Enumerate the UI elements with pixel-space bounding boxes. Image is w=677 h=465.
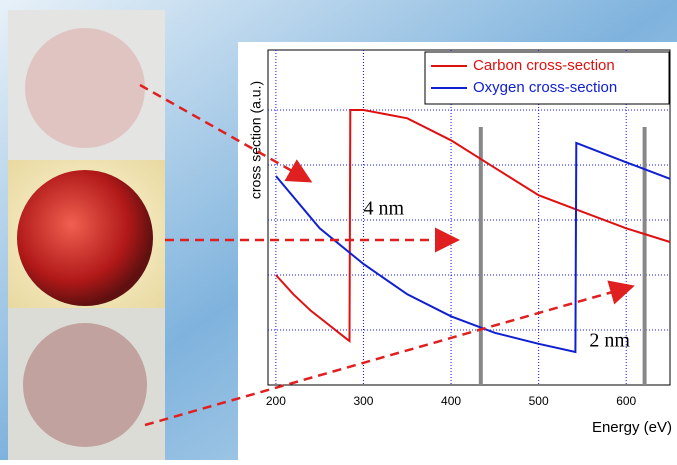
figure: 200 300 400 500 600 Energy (eV) cross section … [0, 0, 677, 460]
annotation: 2 nm [589, 330, 630, 352]
legend-label: Oxygen cross-section [473, 79, 617, 96]
x-axis-label: Energy (eV) [592, 419, 672, 436]
x-tick-label: 200 [266, 394, 286, 408]
legend-label: Carbon cross-section [473, 57, 615, 74]
annotation: 4 nm [363, 198, 404, 220]
cell-images [8, 10, 165, 460]
x-tick-label: 600 [616, 394, 636, 408]
x-tick-label: 500 [529, 394, 549, 408]
x-tick-label: 300 [353, 394, 373, 408]
x-tick-label: 400 [441, 394, 461, 408]
y-axis-label: cross section (a.u.) [248, 81, 264, 199]
